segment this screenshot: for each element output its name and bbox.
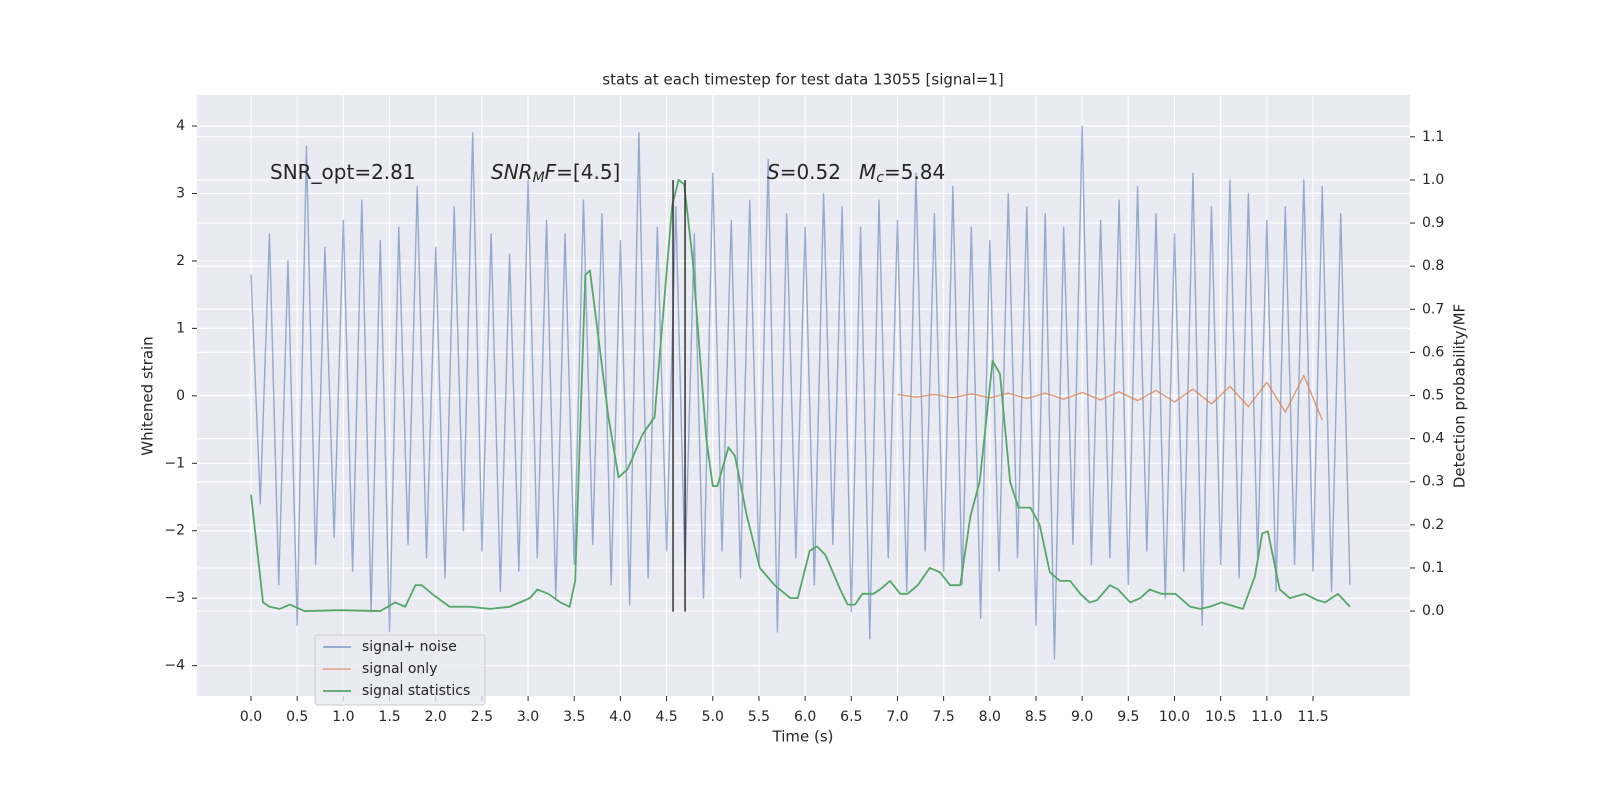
y2-tick-label: 0.9 [1422, 215, 1444, 231]
x-tick-label: 1.5 [378, 709, 400, 725]
x-tick-label: 6.0 [794, 709, 816, 725]
annotation-part: =[4.5] [556, 160, 620, 184]
x-tick-label: 8.0 [979, 709, 1001, 725]
legend-label: signal only [362, 661, 437, 677]
y2-tick-label: 0.5 [1422, 388, 1444, 404]
x-tick-label: 0.0 [240, 709, 262, 725]
y-tick-label: 3 [176, 185, 185, 201]
x-tick-label: 3.0 [517, 709, 539, 725]
x-tick-label: 4.5 [655, 709, 677, 725]
chart-title: stats at each timestep for test data 130… [602, 71, 1003, 89]
y2-tick-label: 0.1 [1422, 560, 1444, 576]
annotation: SNRMF=[4.5] [491, 160, 620, 187]
x-tick-label: 10.0 [1159, 709, 1190, 725]
x-tick-label: 4.0 [609, 709, 631, 725]
x-tick-label: 10.5 [1205, 709, 1236, 725]
y-tick-label: 4 [176, 118, 185, 134]
x-tick-label: 5.0 [702, 709, 724, 725]
y2-tick-label: 0.8 [1422, 258, 1444, 274]
y2-tick-label: 1.0 [1422, 172, 1444, 188]
series-line [897, 374, 1323, 421]
annotation: Mc=5.84 [859, 160, 945, 187]
y-tick-label: 0 [176, 388, 185, 404]
legend-box [314, 634, 486, 706]
x-tick-label: 8.5 [1025, 709, 1047, 725]
y2-tick-label: 0.6 [1422, 344, 1444, 360]
y2-tick-label: 1.1 [1422, 129, 1444, 145]
y-tick-label: −4 [164, 658, 185, 674]
annotation-part: M [859, 160, 876, 184]
x-tick-label: 9.5 [1117, 709, 1139, 725]
y2-tick-label: 0.2 [1422, 517, 1444, 533]
y2-tick-label: 0.4 [1422, 431, 1444, 447]
y-axis-label: Whitened strain [139, 336, 157, 455]
annotation-part: M [533, 170, 545, 186]
annotation-part: SNR_opt=2.81 [270, 160, 416, 184]
x-tick-label: 0.5 [286, 709, 308, 725]
annotation-part: SNR [491, 160, 533, 184]
legend-label: signal statistics [362, 683, 470, 699]
annotation: S=0.52 [767, 160, 841, 184]
x-tick-label: 6.5 [840, 709, 862, 725]
annotation-part: S [767, 160, 780, 184]
y2-tick-label: 0.3 [1422, 474, 1444, 490]
y-tick-label: −3 [164, 590, 185, 606]
grid [197, 95, 1410, 696]
x-tick-label: 2.0 [425, 709, 447, 725]
series-line [250, 179, 1351, 612]
annotation-part: c [876, 170, 884, 186]
y2-axis-label: Detection probability/MF [1451, 304, 1469, 488]
annotation: SNR_opt=2.81 [270, 160, 416, 184]
marks [250, 125, 1351, 660]
y2-tick-label: 0.0 [1422, 603, 1444, 619]
y-tick-label: −1 [164, 455, 185, 471]
y-tick-label: 1 [176, 320, 185, 336]
x-tick-label: 5.5 [748, 709, 770, 725]
x-tick-label: 3.5 [563, 709, 585, 725]
annotation-part: =5.84 [884, 160, 945, 184]
y-tick-label: −2 [164, 523, 185, 539]
annotation-part: =0.52 [780, 160, 841, 184]
x-tick-label: 7.0 [886, 709, 908, 725]
x-tick-label: 2.5 [471, 709, 493, 725]
x-tick-label: 7.5 [933, 709, 955, 725]
x-axis-label: Time (s) [772, 728, 834, 746]
legend-label: signal+ noise [362, 639, 457, 655]
annotation-part: F [545, 160, 557, 184]
series-line [250, 125, 1351, 660]
x-tick-label: 11.5 [1297, 709, 1328, 725]
x-tick-label: 11.0 [1251, 709, 1282, 725]
x-tick-label: 9.0 [1071, 709, 1093, 725]
legend: signal+ noise signal only signal statistic… [314, 634, 486, 706]
x-tick-label: 1.0 [332, 709, 354, 725]
y-tick-label: 2 [176, 253, 185, 269]
y2-tick-label: 0.7 [1422, 301, 1444, 317]
